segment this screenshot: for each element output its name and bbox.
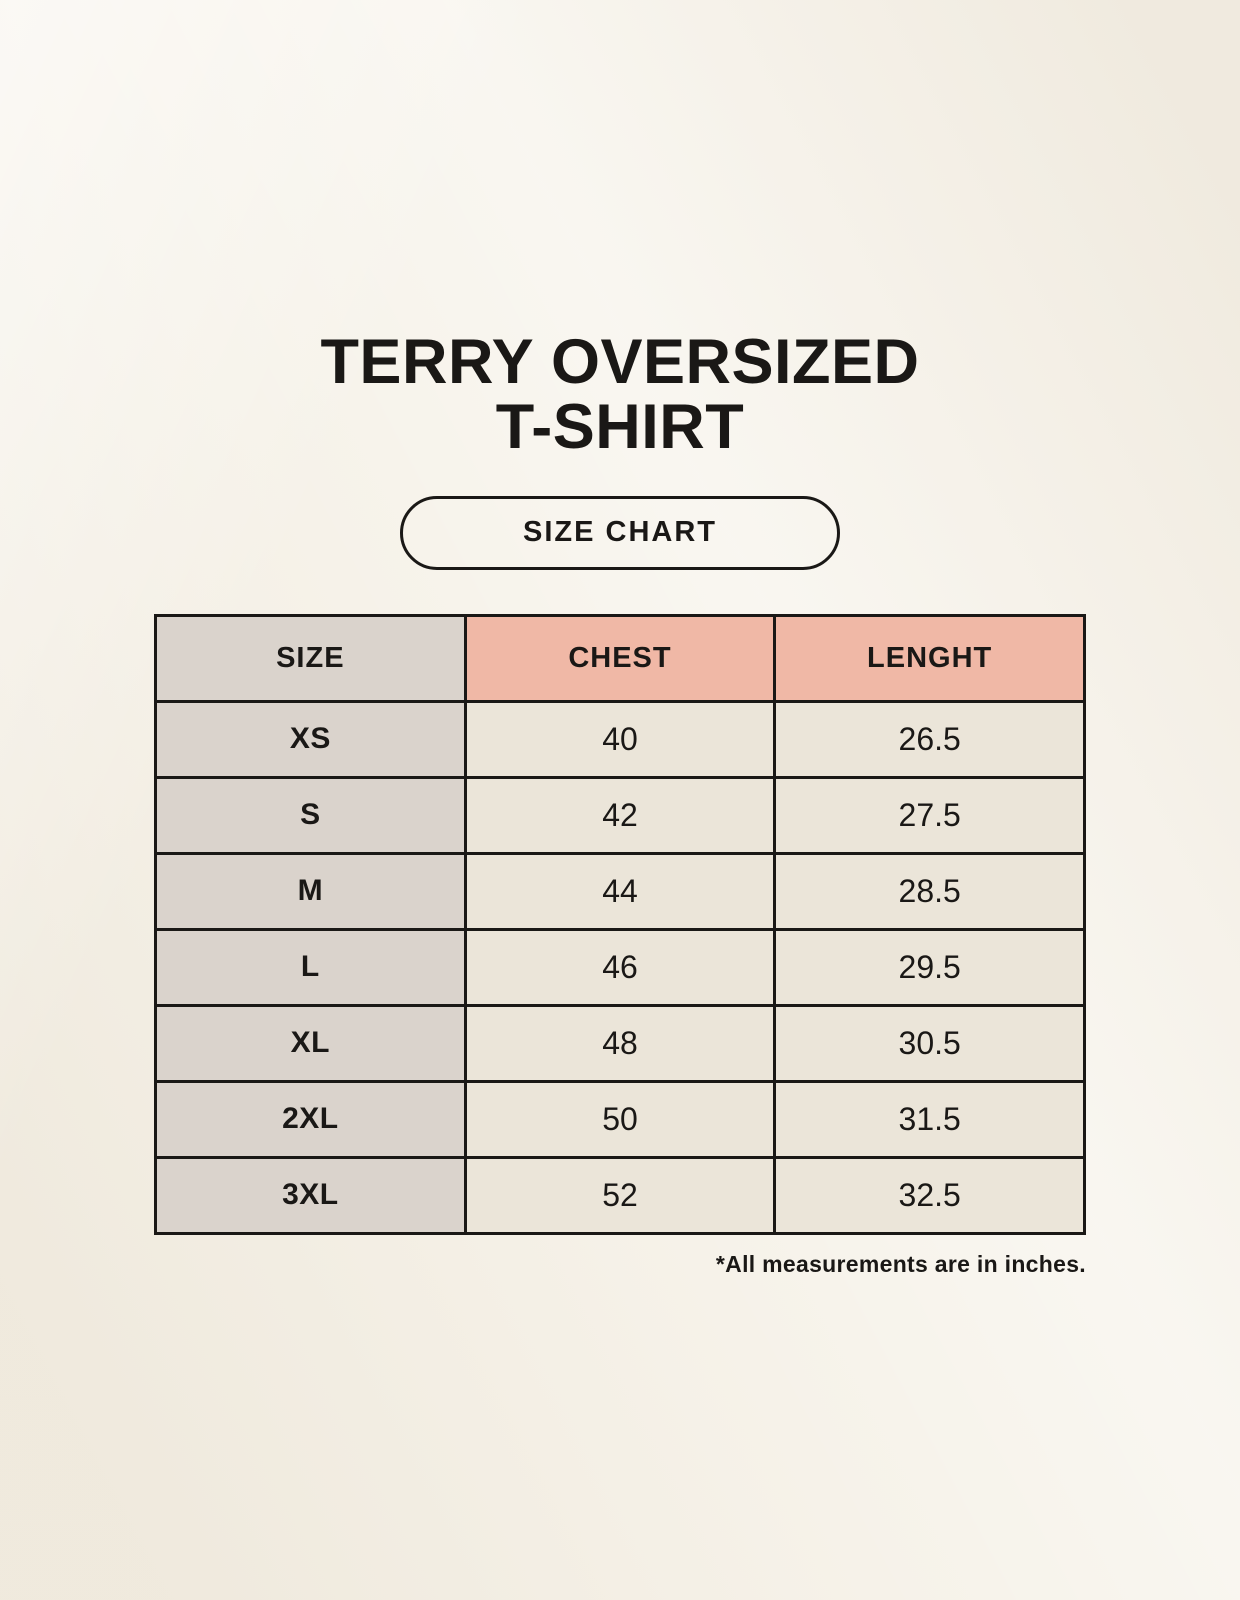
size-cell: 2XL <box>154 1079 467 1159</box>
chest-cell: 44 <box>463 851 777 931</box>
table-row: XS 40 26.5 <box>154 699 1086 779</box>
length-cell: 29.5 <box>773 927 1086 1007</box>
measurements-footnote: *All measurements are in inches. <box>715 1250 1086 1277</box>
size-chart-button[interactable]: SIZE CHART <box>400 495 840 570</box>
table-row: S 42 27.5 <box>154 775 1086 855</box>
table-row: 2XL 50 31.5 <box>154 1079 1086 1159</box>
table-row: M 44 28.5 <box>154 851 1086 931</box>
table-row: 3XL 52 32.5 <box>154 1155 1086 1235</box>
chest-cell: 50 <box>463 1079 777 1159</box>
size-table-body: XS 40 26.5 S 42 27.5 M 44 28.5 L 46 29.5… <box>154 699 1086 1235</box>
length-cell: 27.5 <box>773 775 1086 855</box>
column-header-size: SIZE <box>154 613 467 703</box>
page-title: TERRY OVERSIZED T-SHIRT <box>0 0 1240 460</box>
size-cell: XL <box>154 1003 467 1083</box>
size-table-header: SIZE CHEST LENGHT <box>154 613 1086 703</box>
chest-cell: 48 <box>463 1003 777 1083</box>
length-cell: 28.5 <box>773 851 1086 931</box>
chest-cell: 46 <box>463 927 777 1007</box>
page-title-line1: TERRY OVERSIZED <box>320 327 920 397</box>
size-chart-button-label: SIZE CHART <box>523 516 717 549</box>
column-header-chest: CHEST <box>463 613 777 703</box>
chest-cell: 52 <box>463 1155 777 1235</box>
chest-cell: 42 <box>463 775 777 855</box>
size-cell: XS <box>154 699 467 779</box>
length-cell: 26.5 <box>773 699 1086 779</box>
column-header-length: LENGHT <box>773 613 1086 703</box>
table-row: XL 48 30.5 <box>154 1003 1086 1083</box>
length-cell: 31.5 <box>773 1079 1086 1159</box>
chest-cell: 40 <box>463 699 777 779</box>
table-row: L 46 29.5 <box>154 927 1086 1007</box>
size-cell: S <box>154 775 467 855</box>
size-cell: M <box>154 851 467 931</box>
length-cell: 32.5 <box>773 1155 1086 1235</box>
length-cell: 30.5 <box>773 1003 1086 1083</box>
header-row: SIZE CHEST LENGHT <box>154 613 1086 703</box>
page-title-line2: T-SHIRT <box>495 391 745 462</box>
size-table: SIZE CHEST LENGHT XS 40 26.5 S 42 27.5 M… <box>154 613 1086 1235</box>
size-cell: L <box>154 927 467 1007</box>
size-cell: 3XL <box>154 1155 467 1235</box>
